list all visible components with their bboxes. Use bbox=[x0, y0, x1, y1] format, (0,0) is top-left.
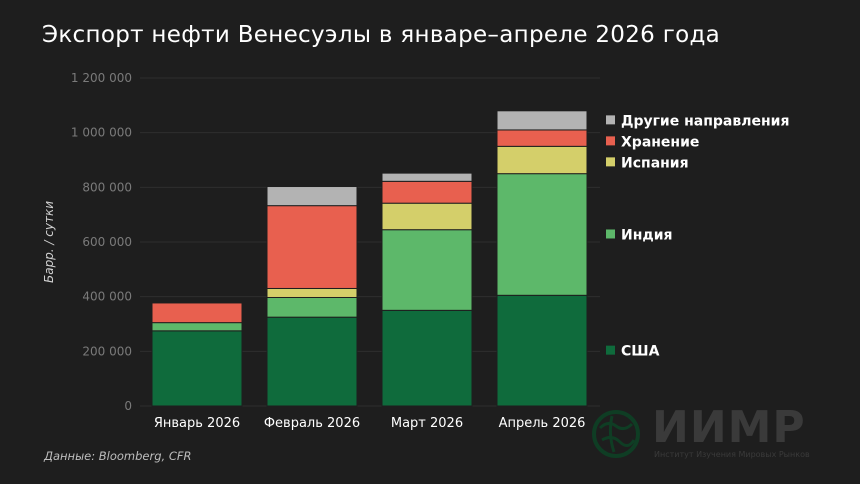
legend-swatch bbox=[606, 115, 615, 125]
bar-segment bbox=[381, 202, 473, 231]
bar-segment bbox=[266, 287, 358, 298]
y-tick-label: 1 000 000 bbox=[71, 126, 132, 140]
legend-swatch bbox=[606, 345, 615, 355]
y-tick-label: 200 000 bbox=[82, 344, 132, 358]
bar-segment bbox=[266, 296, 358, 318]
bar-segment bbox=[266, 316, 358, 407]
bar-segment bbox=[496, 110, 588, 131]
x-tick-label: Апрель 2026 bbox=[499, 416, 586, 431]
bar-segment bbox=[151, 330, 243, 407]
y-tick-label: 600 000 bbox=[82, 235, 132, 249]
y-tick-label: 800 000 bbox=[82, 180, 132, 194]
bar-segment bbox=[496, 129, 588, 147]
bar-segment bbox=[496, 145, 588, 175]
y-tick-label: 400 000 bbox=[82, 290, 132, 304]
legend-label: Испания bbox=[621, 155, 689, 171]
y-axis-label: Барр. / сутки bbox=[42, 201, 56, 283]
bar-segment bbox=[496, 173, 588, 296]
source-note: Данные: Bloomberg, CFR bbox=[44, 449, 192, 463]
bar-segment bbox=[381, 309, 473, 407]
y-tick-label: 1 200 000 bbox=[71, 71, 132, 85]
legend-label: США bbox=[621, 344, 660, 360]
x-tick-label: Январь 2026 bbox=[154, 416, 240, 431]
bar-segment bbox=[381, 229, 473, 311]
logo-subtitle: Институт Изучения Мировых Рынков bbox=[654, 450, 810, 459]
bar-segment bbox=[381, 180, 473, 204]
bar-segment bbox=[151, 322, 243, 332]
legend-label: Индия bbox=[621, 227, 673, 243]
logo: ИИМР Институт Изучения Мировых Рынков bbox=[590, 404, 830, 464]
bar-segment bbox=[151, 302, 243, 324]
x-tick-label: Март 2026 bbox=[391, 416, 463, 431]
globe-icon bbox=[592, 410, 640, 458]
bar-segment bbox=[381, 172, 473, 182]
chart-title: Экспорт нефти Венесуэлы в январе–апреле … bbox=[42, 22, 721, 48]
logo-wordmark: ИИМР bbox=[652, 402, 806, 453]
bar-segment bbox=[266, 205, 358, 289]
legend-swatch bbox=[606, 157, 615, 167]
y-tick-label: 0 bbox=[124, 399, 132, 413]
legend-label: Хранение bbox=[621, 134, 699, 150]
x-tick-label: Февраль 2026 bbox=[264, 416, 360, 431]
legend-swatch bbox=[606, 229, 615, 239]
legend-label: Другие направления bbox=[621, 113, 789, 129]
legend-swatch bbox=[606, 136, 615, 146]
bar-segment bbox=[496, 294, 588, 407]
bar-segment bbox=[266, 186, 358, 207]
